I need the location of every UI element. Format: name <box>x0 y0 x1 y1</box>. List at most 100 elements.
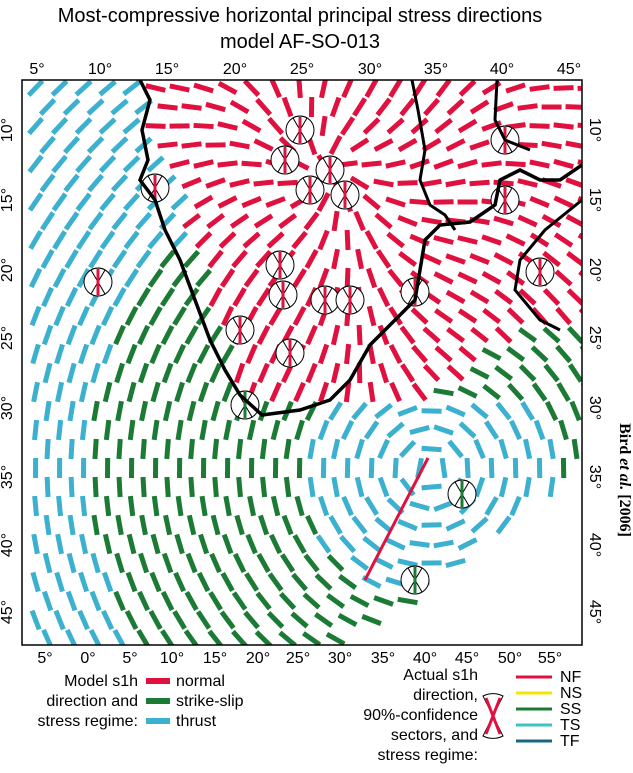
stress-dash <box>130 420 133 440</box>
stress-dash <box>422 219 442 222</box>
stress-dash <box>299 78 300 98</box>
credit-year: [2006] <box>616 494 633 537</box>
top-axis-label: 40° <box>490 61 514 78</box>
bottom-axis-label: 40° <box>413 650 437 667</box>
beach-ball <box>296 176 324 204</box>
stress-dash <box>398 599 418 602</box>
legend-label: stress regime: <box>38 713 138 730</box>
beach-ball <box>401 566 429 594</box>
stress-dash <box>182 106 202 109</box>
credit-etal: et al. <box>616 458 633 490</box>
stress-dash <box>158 144 178 146</box>
beach-ball <box>231 391 259 419</box>
stress-dash <box>467 458 468 478</box>
stress-dash <box>47 477 48 497</box>
stress-dash <box>410 543 430 546</box>
stress-dash <box>95 439 96 459</box>
beach-ball <box>448 480 476 508</box>
stress-dash <box>238 439 240 459</box>
stress-dash <box>550 477 553 497</box>
right-axis-label: 45° <box>586 600 603 624</box>
stress-dash <box>574 439 577 459</box>
stress-dash <box>71 477 72 497</box>
legend-label: stress regime: <box>378 747 478 764</box>
stress-dash <box>263 477 265 497</box>
beach-ball <box>276 339 304 367</box>
stress-dash <box>422 525 442 526</box>
stress-dash <box>143 477 144 497</box>
legend-item: strike-slip <box>176 693 244 710</box>
stress-dash <box>286 439 289 459</box>
right-axis-label: 10° <box>586 118 603 142</box>
bottom-axis-label: 30° <box>328 650 352 667</box>
legend-label: sectors, and <box>391 727 478 744</box>
stress-dash <box>146 126 166 127</box>
stress-dash <box>554 125 574 127</box>
legend-item: NF <box>560 669 582 686</box>
stress-dash <box>334 211 337 231</box>
beach-ball <box>84 268 112 296</box>
stress-dash <box>191 439 193 459</box>
top-axis-label: 10° <box>88 61 112 78</box>
legend-label: direction, <box>413 687 478 704</box>
top-axis-label: 5° <box>29 61 44 78</box>
stress-dash <box>371 458 372 478</box>
stress-dash <box>470 182 490 184</box>
stress-dash <box>35 496 37 516</box>
bottom-axis-label: 45° <box>455 650 479 667</box>
stress-dash <box>59 420 61 440</box>
stress-dash <box>542 143 562 146</box>
beach-ball <box>271 146 299 174</box>
stress-dash <box>95 477 96 497</box>
right-axis-label: 20° <box>586 258 603 282</box>
beach-ball <box>331 181 359 209</box>
stress-dash <box>518 106 538 109</box>
stress-dash <box>434 542 454 546</box>
bottom-axis-label: 5° <box>122 650 137 667</box>
right-axis-label: 35° <box>586 465 603 489</box>
legend-item: NS <box>560 685 582 702</box>
right-axis-label: 40° <box>586 533 603 557</box>
stress-dash <box>254 182 274 184</box>
legend-label: 90%-confidence <box>363 707 478 724</box>
stress-dash <box>35 420 37 440</box>
stress-dash <box>167 477 168 497</box>
stress-dash <box>446 181 466 184</box>
stress-dash <box>194 125 214 126</box>
stress-dash <box>242 163 262 165</box>
stress-dash <box>46 401 49 421</box>
stress-dash <box>202 496 205 516</box>
bottom-axis-label: 15° <box>203 650 227 667</box>
beach-ball <box>226 316 254 344</box>
stress-dash <box>154 496 157 516</box>
stress-dash <box>398 183 418 184</box>
stress-dash <box>334 477 338 497</box>
stress-dash <box>395 458 396 478</box>
credit-author: Bird <box>616 423 633 454</box>
top-axis-label: 45° <box>557 61 581 78</box>
stress-dash <box>491 458 492 478</box>
stress-dash <box>71 439 72 459</box>
stress-dash <box>278 182 298 183</box>
stress-dash <box>422 448 442 449</box>
stress-dash <box>506 163 526 164</box>
stress-dash <box>46 515 49 535</box>
stress-dash <box>94 515 97 535</box>
legend-label: direction and <box>46 693 138 710</box>
left-axis-label: 45° <box>0 600 16 624</box>
right-axis-label: 15° <box>586 188 603 212</box>
legend-item: TF <box>560 733 580 750</box>
stress-dash <box>143 439 144 459</box>
stress-dash <box>362 163 382 165</box>
title-line: Most-compressive horizontal principal st… <box>58 5 543 27</box>
stress-dash <box>359 325 360 345</box>
top-axis-label: 20° <box>223 61 247 78</box>
stress-dash <box>94 401 97 421</box>
stress-dash <box>526 477 529 497</box>
stress-dash <box>178 420 181 440</box>
left-axis-label: 40° <box>0 533 16 557</box>
stress-dash <box>191 477 192 497</box>
stress-dash <box>47 439 48 459</box>
stress-dash <box>226 496 230 516</box>
